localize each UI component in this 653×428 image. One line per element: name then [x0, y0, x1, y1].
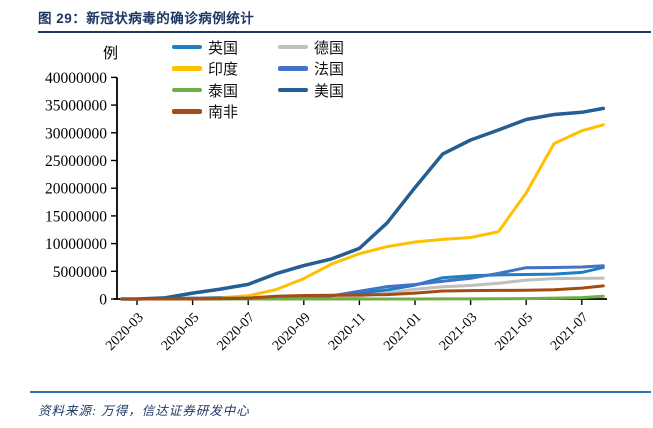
legend-swatch-thailand	[172, 87, 202, 93]
y-tick-label: 15000000	[45, 208, 107, 225]
legend-item-uk: 英国	[172, 39, 239, 57]
series-line-south-africa	[120, 284, 605, 301]
y-tick-label: 20000000	[45, 181, 107, 198]
legend-item-south-africa: 南非	[172, 104, 239, 121]
x-tick-label: 2021-05	[492, 310, 536, 354]
x-tick-label: 2020-11	[326, 310, 369, 353]
legend-swatch-germany	[278, 44, 308, 50]
series-line-india	[120, 123, 605, 301]
legend-label-uk: 英国	[208, 39, 239, 57]
y-tick-label: 35000000	[45, 98, 107, 115]
legend-label-us: 美国	[314, 82, 345, 100]
y-tick-label: 0	[99, 292, 107, 309]
legend-swatch-france	[278, 66, 308, 71]
legend-label-india: 印度	[208, 61, 239, 78]
legend-swatch-us	[278, 87, 308, 93]
y-tick-label: 5000000	[53, 264, 108, 281]
figure-title: 图 29：新冠状病毒的确诊病例统计	[38, 11, 255, 26]
y-tick-label: 40000000	[45, 70, 107, 87]
title-divider-line	[38, 31, 651, 33]
series-line-us	[120, 106, 606, 301]
legend-item-france: 法国	[278, 61, 345, 78]
legend-label-germany: 德国	[314, 39, 345, 57]
legend-label-south-africa: 南非	[208, 104, 239, 121]
legend-swatch-south-africa	[172, 109, 202, 114]
data-source-note: 资料来源: 万得，信达证券研发中心	[38, 404, 250, 418]
x-tick-label: 2021-07	[548, 310, 592, 354]
x-tick-label: 2020-09	[270, 310, 314, 354]
legend-swatch-uk	[172, 44, 202, 50]
x-tick-label: 2021-01	[381, 310, 425, 354]
y-tick-label: 30000000	[45, 125, 107, 142]
y-axis-unit-label: 例	[103, 46, 119, 62]
footer-divider-line	[30, 391, 651, 393]
x-tick-label: 2021-03	[437, 310, 481, 354]
legend-item-germany: 德国	[278, 39, 345, 57]
x-tick-label: 2020-07	[214, 310, 258, 354]
y-tick-label: 10000000	[45, 236, 107, 253]
legend-label-thailand: 泰国	[208, 82, 239, 100]
y-tick-label: 25000000	[45, 153, 107, 170]
x-tick-label: 2020-03	[103, 310, 147, 354]
x-tick-label: 2020-05	[159, 310, 203, 354]
legend-item-us: 美国	[278, 82, 345, 100]
legend-item-india: 印度	[172, 61, 239, 78]
legend-swatch-india	[172, 66, 202, 71]
legend-label-france: 法国	[314, 61, 345, 78]
legend-item-thailand: 泰国	[172, 82, 239, 100]
